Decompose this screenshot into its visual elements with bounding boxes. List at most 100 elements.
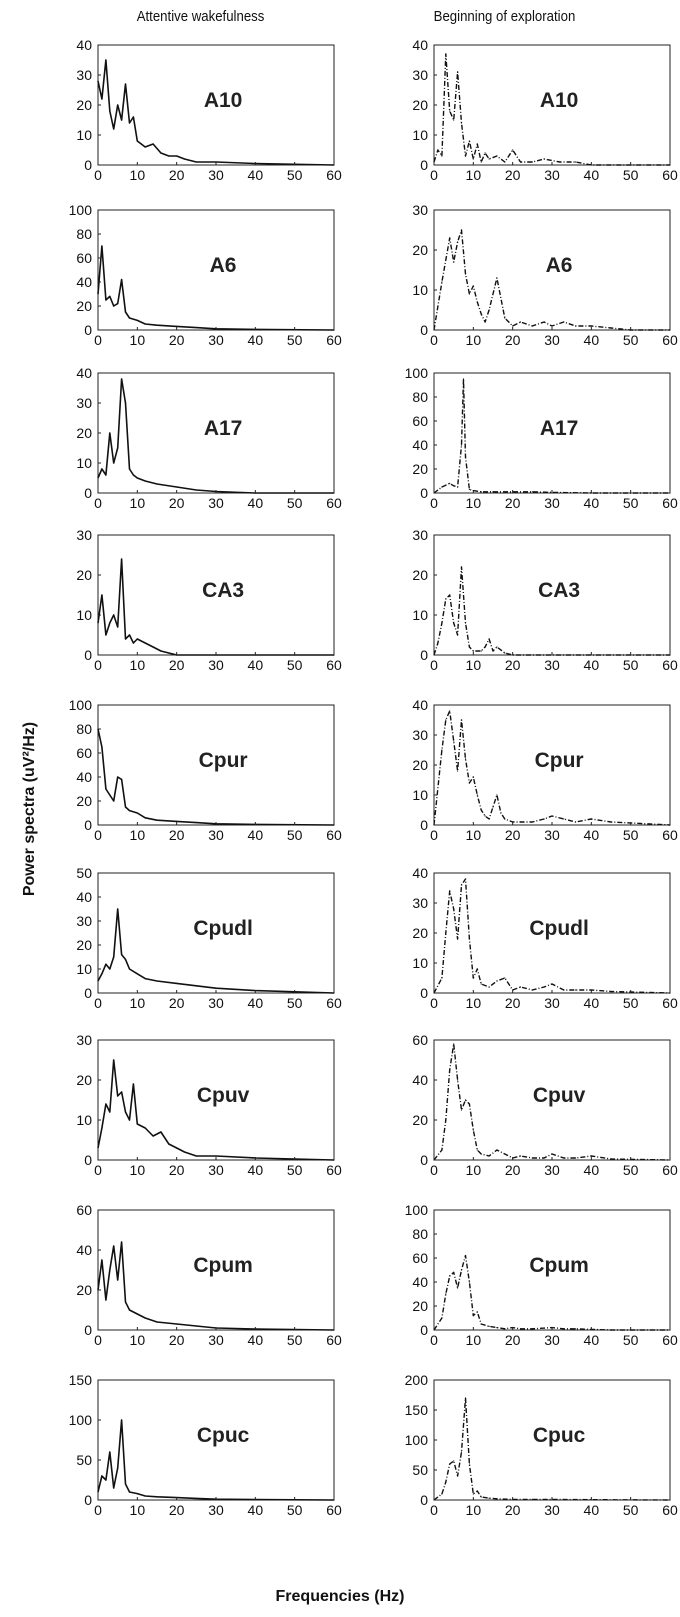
y-tick-label: 10: [412, 787, 428, 803]
x-tick-label: 0: [430, 657, 438, 673]
data-point: [128, 317, 131, 319]
data-point: [195, 327, 197, 329]
data-point: [195, 985, 197, 987]
x-tick-label: 40: [584, 995, 600, 1011]
data-point: [453, 908, 455, 910]
panel-ca3-wake: 0 10 20 30 40 50 60 0 10 20 30 CA3: [76, 527, 342, 673]
panel-title: CA3: [202, 579, 244, 602]
y-tick-label: 60: [412, 1032, 428, 1048]
panel-a10-wake: 0 10 20 30 40 50 60 0 10 20 30 40 A10: [76, 37, 342, 183]
x-tick-label: 40: [584, 1162, 600, 1178]
y-tick-label: 30: [76, 913, 92, 929]
y-tick-label: 30: [412, 527, 428, 543]
x-tick-label: 40: [248, 827, 264, 843]
data-point: [480, 650, 482, 652]
data-point: [464, 622, 467, 624]
y-tick-label: 30: [412, 895, 428, 911]
left-column-title: Attentive wakefulness: [136, 8, 265, 25]
x-tick-label: 30: [208, 332, 224, 348]
data-point: [144, 146, 146, 148]
data-point: [136, 477, 138, 479]
x-tick-label: 60: [326, 167, 342, 183]
data-point: [117, 447, 119, 449]
y-tick-label: 0: [420, 1152, 428, 1168]
data-point: [480, 313, 482, 315]
plot-frame: [433, 1379, 671, 1501]
y-tick-label: 60: [412, 413, 428, 429]
data-point: [156, 1496, 158, 1498]
panel-title: A17: [204, 417, 243, 440]
data-point: [144, 817, 146, 819]
y-tick-label: 40: [412, 697, 428, 713]
data-point: [124, 1483, 127, 1485]
data-point: [441, 281, 443, 283]
plot-frame: [433, 872, 671, 994]
panel-title: Cpudl: [193, 917, 252, 940]
data-point: [472, 1493, 474, 1495]
y-tick-label: 40: [76, 37, 92, 53]
data-point: [121, 1241, 123, 1243]
y-tick-label: 40: [412, 1274, 428, 1290]
plot-frame: [97, 44, 335, 166]
x-tick-label: 50: [287, 1162, 303, 1178]
x-tick-label: 50: [623, 827, 639, 843]
data-point: [97, 1491, 99, 1493]
y-tick-label: 40: [412, 865, 428, 881]
data-point: [136, 319, 138, 321]
y-tick-label: 150: [405, 1402, 429, 1418]
data-point: [449, 890, 451, 892]
data-point: [551, 1153, 553, 1155]
data-point: [531, 1328, 533, 1330]
panel-title: Cpuv: [533, 1084, 586, 1107]
data-point: [519, 821, 522, 823]
data-point: [156, 324, 158, 326]
x-tick-label: 0: [94, 1332, 102, 1348]
y-tick-label: 20: [76, 298, 92, 314]
x-tick-label: 50: [623, 995, 639, 1011]
x-tick-label: 30: [208, 1162, 224, 1178]
data-point: [176, 1147, 178, 1149]
y-tick-label: 40: [76, 274, 92, 290]
x-tick-label: 20: [169, 332, 185, 348]
panel-a6-wake: 0 10 20 30 40 50 60 0 20 40 60 80 100 A6: [69, 202, 342, 348]
data-point: [121, 778, 123, 781]
data-point: [449, 1463, 451, 1465]
data-point: [195, 1497, 197, 1499]
panel-title: Cpuc: [533, 1424, 586, 1447]
y-tick-label: 10: [412, 282, 428, 298]
y-tick-label: 80: [76, 226, 92, 242]
x-tick-label: 0: [94, 332, 102, 348]
data-point: [445, 598, 447, 600]
data-point: [476, 1311, 478, 1313]
data-point: [445, 1293, 447, 1295]
y-tick-label: 0: [84, 1152, 92, 1168]
data-point: [464, 1255, 467, 1257]
data-point: [101, 746, 103, 748]
x-tick-label: 10: [130, 495, 146, 511]
panel-cpum-wake: 0 10 20 30 40 50 60 0 20 40 60 Cpum: [76, 1202, 342, 1348]
data-point: [472, 158, 474, 160]
data-point: [105, 634, 107, 636]
data-point: [488, 158, 490, 160]
x-tick-label: 40: [248, 332, 264, 348]
x-tick-label: 30: [544, 995, 560, 1011]
data-point: [121, 558, 123, 560]
x-tick-label: 20: [505, 167, 521, 183]
data-point: [504, 818, 506, 820]
y-tick-label: 100: [69, 1412, 93, 1428]
data-point: [484, 152, 486, 154]
data-point: [531, 1498, 533, 1500]
data-point: [128, 122, 131, 124]
plot-frame: [97, 209, 335, 331]
data-point: [543, 986, 545, 988]
data-point: [105, 788, 107, 790]
data-point: [504, 161, 506, 163]
plot-frame: [97, 704, 335, 826]
data-point: [610, 821, 612, 823]
data-point: [109, 1111, 111, 1113]
data-point: [113, 128, 115, 130]
data-point: [457, 486, 459, 488]
data-point: [480, 1323, 482, 1325]
y-tick-label: 60: [76, 745, 92, 761]
plot-frame: [433, 372, 671, 494]
